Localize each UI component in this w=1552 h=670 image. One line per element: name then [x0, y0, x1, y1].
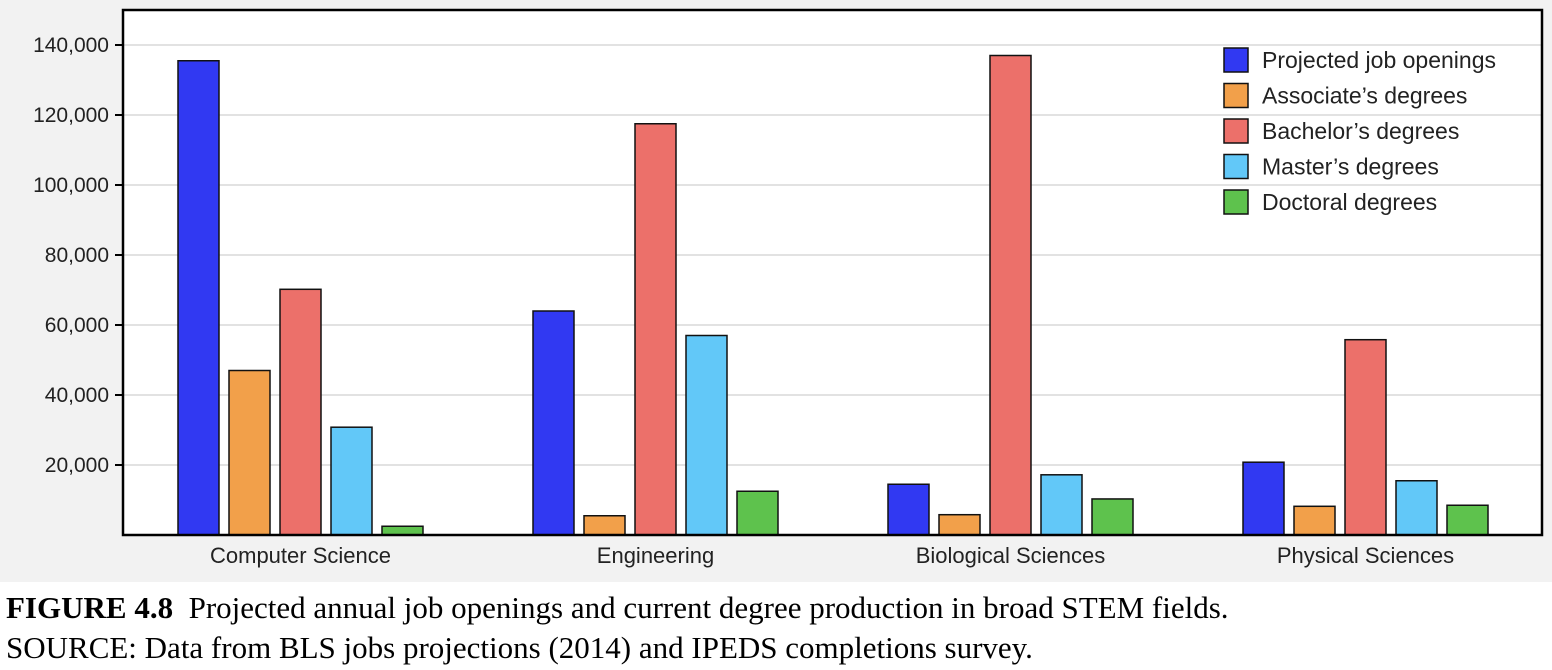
bar — [583, 515, 626, 536]
chart-area: 20,000 40,000 60,000 80,000 100,000 120,000 14… — [0, 0, 1552, 582]
bar — [177, 60, 220, 536]
legend-swatch — [1223, 189, 1249, 215]
legend-label: Associate’s degrees — [1262, 83, 1467, 109]
x-category-label: Physical Sciences — [1277, 543, 1454, 568]
y-tick-label: 40,000 — [45, 384, 109, 407]
bar — [1242, 461, 1285, 536]
plot-frame — [121, 8, 1544, 537]
x-category-label: Computer Science — [210, 543, 391, 568]
bar — [989, 54, 1032, 536]
legend-swatch — [1223, 47, 1249, 73]
bar — [887, 483, 930, 536]
figure-caption: FIGURE 4.8 Projected annual job openings… — [6, 588, 1546, 668]
bar — [228, 369, 271, 536]
bar — [736, 490, 779, 536]
bar — [1091, 498, 1134, 536]
x-category-label: Biological Sciences — [916, 543, 1106, 568]
x-category-label: Engineering — [597, 543, 714, 568]
legend-label: Bachelor’s degrees — [1262, 118, 1459, 144]
y-tick-label: 80,000 — [45, 244, 109, 267]
bar — [1446, 504, 1489, 536]
bar — [1344, 338, 1387, 536]
bar — [938, 513, 981, 536]
bar-chart: 20,000 40,000 60,000 80,000 100,000 120,000 14… — [33, 8, 1544, 568]
bar — [1395, 480, 1438, 536]
bar — [1040, 474, 1083, 536]
legend-label: Doctoral degrees — [1262, 189, 1437, 215]
y-tick-label: 20,000 — [45, 454, 109, 477]
y-tick-label: 60,000 — [45, 314, 109, 337]
legend-label: Projected job openings — [1262, 47, 1496, 73]
y-tick-label: 100,000 — [33, 174, 109, 197]
caption-source: SOURCE: Data from BLS jobs projections (… — [6, 630, 1033, 665]
figure-number: FIGURE 4.8 — [6, 590, 174, 625]
caption-line-1: FIGURE 4.8 Projected annual job openings… — [6, 588, 1546, 628]
bar — [685, 334, 728, 536]
y-tick-label: 120,000 — [33, 104, 109, 127]
legend-swatch — [1223, 153, 1249, 180]
bar — [532, 310, 575, 536]
legend-swatch — [1223, 118, 1249, 144]
legend-swatch — [1223, 82, 1249, 109]
bar — [1293, 505, 1336, 536]
bar — [279, 288, 322, 536]
y-tick-label: 140,000 — [33, 34, 109, 57]
caption-text: Projected annual job openings and curren… — [188, 590, 1229, 625]
bar — [330, 426, 373, 536]
bar — [381, 525, 424, 536]
bar — [634, 123, 677, 536]
legend-label: Master’s degrees — [1262, 154, 1439, 180]
